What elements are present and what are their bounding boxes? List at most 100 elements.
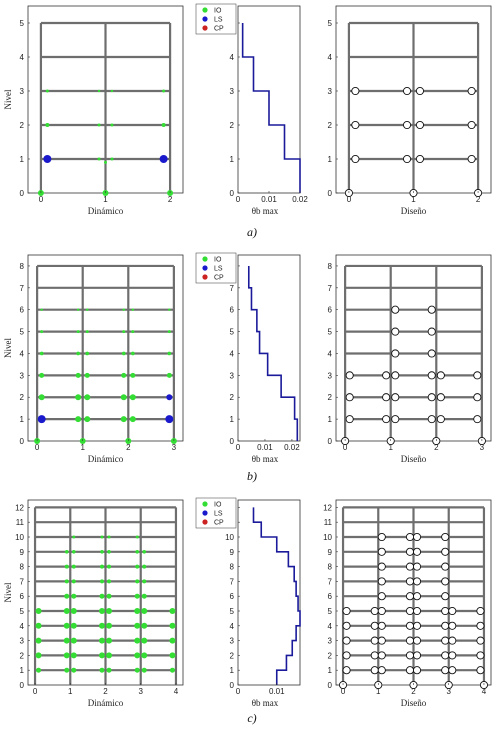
x-tick-label: 2 [434,443,439,452]
y-tick-label: 1 [328,666,333,675]
y-tick-label: 1 [20,415,25,424]
y-tick-label: 6 [328,306,333,315]
y-tick-label: 7 [328,284,333,293]
hinge-io [70,608,77,614]
y-tick-label: 0 [328,437,333,446]
design-hinge [391,327,400,336]
design-hinge [427,415,436,424]
theta-xlabel: θb max [252,454,279,464]
x-tick-label: 2 [476,195,481,204]
design-hinge [391,415,400,424]
y-axis-label: Nivel [3,582,13,602]
y-tick-label: 7 [20,577,25,586]
figure-row-1: 0 1 2 0 1 2 3 4 5 Dinámico Nivel 0 0.01 0.02 0 1 2 3 4 5 θb … [3,3,492,239]
design-hinge [448,621,457,630]
y-tick-label: 8 [20,563,25,572]
hinge-io [40,308,43,311]
x-tick-label: 0.01 [261,195,277,204]
design-hinge [448,636,457,645]
y-tick-label: 5 [230,328,235,337]
y-tick-label: 2 [230,393,235,402]
design-hinge [405,562,415,571]
x-tick-label: 0.02 [292,195,308,204]
hinge-io [107,579,112,584]
y-tick-label: 6 [230,306,235,315]
hinge-io [63,608,70,614]
hinge-io [75,372,81,378]
design-hinge [441,621,450,630]
design-hinge [441,606,450,616]
x-tick-label: 1 [68,687,73,696]
y-tick-label: 8 [328,563,333,572]
design-hinge [448,651,457,660]
design-hinge [473,393,482,402]
y-tick-label: 4 [230,349,235,358]
y-tick-label: 12 [323,503,332,512]
y-tick-label: 4 [230,53,235,62]
x-tick-label: 1 [388,443,393,452]
hinge-io [131,330,135,334]
design-hinge [382,371,391,380]
design-hinge [441,532,450,542]
hinge-io [141,622,148,629]
legend: IO LS CP [195,3,237,35]
design-hinge [412,651,422,660]
hinge-io [70,622,77,629]
hinge-io [141,667,147,673]
design-hinge [405,592,415,601]
design-hinge [412,636,422,645]
hinge-io [76,308,80,311]
design-hinge [405,547,415,556]
hinge-io [84,372,90,378]
hinge-io [141,608,148,614]
theta-ticks: 00.010123456789101112 [225,503,285,696]
hinge-io [97,123,101,127]
x-tick-label: 3 [172,443,177,452]
hinge-io [85,330,89,334]
hinge-io [84,416,91,423]
design-ticks: 0 1 2 0 1 2 3 4 5 [328,19,481,204]
design-hinge [370,621,379,630]
x-tick-label: 0 [347,195,352,204]
hinge-io [71,593,77,599]
x-tick-label: 2 [126,443,131,452]
y-tick-label: 6 [20,592,25,601]
design-hinge [441,651,450,660]
x-tick-label: 0 [341,687,346,696]
caption: c) [247,711,256,725]
design-hinge [345,393,354,402]
hinge-io [121,372,127,378]
legend: IO LS CP [195,252,237,284]
design-hinge [467,154,476,164]
legend-label-ls: LS [214,511,223,518]
y-tick-label: 7 [230,577,235,586]
y-tick-label: 1 [230,415,235,424]
hinge-io [129,394,136,401]
hinge-io [35,652,42,659]
hinge-ls [43,155,52,163]
figure-row-2: 0 1 2 3 0 1 2 3 4 5 6 7 8 Dinámico Nivel 0 0.01 0.02 0 1 2 3 4… [3,252,492,483]
dynamic-panel-axes-box [27,254,184,442]
design-hinge [342,651,351,660]
y-tick-label: 7 [20,284,25,293]
dynamic-xlabel: Dinámico [88,454,124,464]
design-hinge [405,606,415,616]
hinge-io [97,89,101,93]
legend-marker-ls [202,265,208,271]
hinge-io [100,550,104,554]
design-hinge [370,636,379,645]
hinge-io [64,593,70,599]
x-tick-label: 0.01 [269,687,285,696]
design-hinge [370,606,379,616]
hinge-io [135,579,140,584]
hinge-io [135,535,139,539]
y-tick-label: 11 [324,518,333,527]
x-tick-label: 1 [80,443,85,452]
y-tick-label: 3 [20,87,25,96]
legend-marker-cp [202,519,208,525]
dynamic-xlabel: Dinámico [88,698,124,708]
design-hinge [391,371,400,380]
hinge-io [134,667,140,673]
hinge-io [110,123,114,127]
y-tick-label: 4 [20,349,25,358]
